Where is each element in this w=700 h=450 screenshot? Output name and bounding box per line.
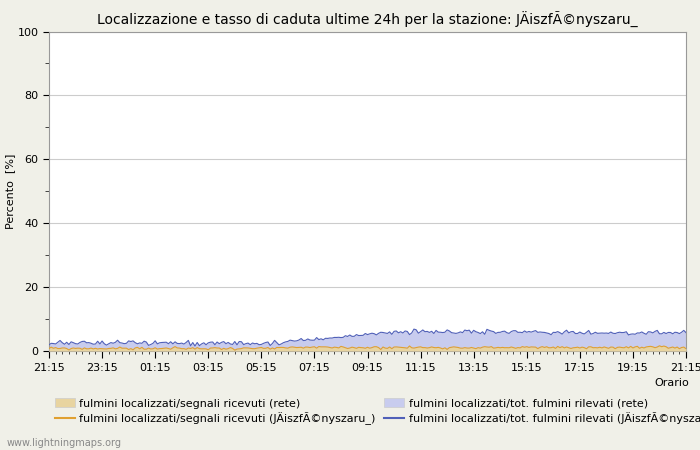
Text: Orario: Orario [654,378,690,388]
Legend: fulmini localizzati/segnali ricevuti (rete), fulmini localizzati/segnali ricevut: fulmini localizzati/segnali ricevuti (re… [55,398,700,425]
Text: www.lightningmaps.org: www.lightningmaps.org [7,438,122,448]
Y-axis label: Percento  [%]: Percento [%] [5,153,15,229]
Title: Localizzazione e tasso di caduta ultime 24h per la stazione: JÄiszfÃ©nyszaru_: Localizzazione e tasso di caduta ultime … [97,12,638,28]
